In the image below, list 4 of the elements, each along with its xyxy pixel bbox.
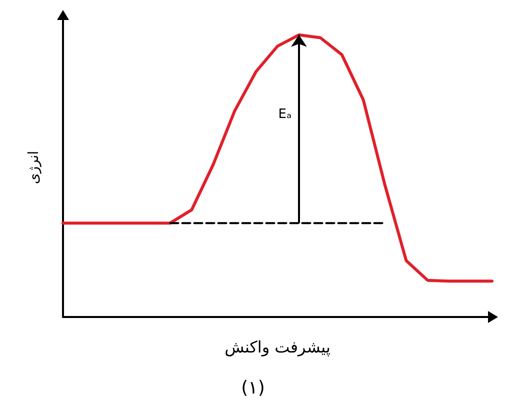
annotation: Eₐ [278,106,292,122]
y-axis-title: انرژی [26,150,42,184]
x-axis-title: پیشرفت واکنش [224,338,330,356]
text: (۱) [241,378,265,398]
